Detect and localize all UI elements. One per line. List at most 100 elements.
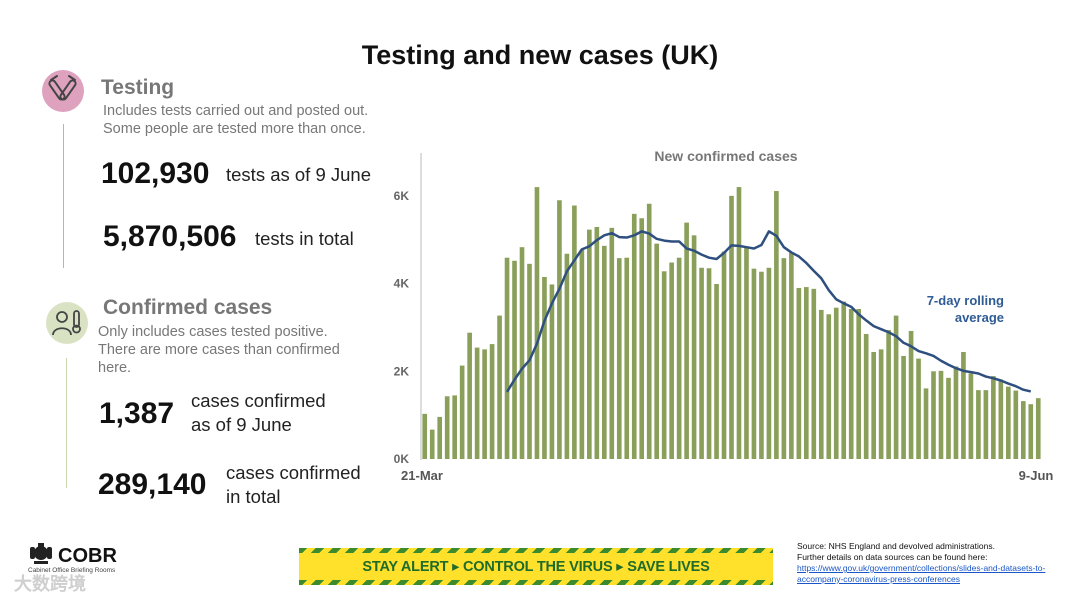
bar	[774, 191, 779, 459]
banner-stripe-bottom	[299, 580, 773, 585]
bar	[863, 334, 869, 459]
cases-total-label-line-2: in total	[226, 486, 281, 507]
bar	[706, 268, 712, 459]
bar	[931, 371, 936, 459]
bar	[459, 365, 465, 459]
bar	[886, 330, 891, 459]
cases-total-label-line-1: cases confirmed	[226, 462, 361, 483]
bar	[968, 373, 974, 459]
bar	[564, 253, 570, 459]
bar	[699, 267, 704, 459]
bar	[759, 271, 764, 459]
cases-daily-label: cases confirmed as of 9 June	[191, 389, 326, 437]
bar	[661, 271, 667, 459]
cases-description: Only includes cases tested positive. The…	[98, 323, 398, 377]
x-start-label: 21-Mar	[401, 468, 443, 483]
bar	[736, 187, 742, 459]
bar	[983, 390, 989, 459]
banner-stay-alert: STAY ALERT	[362, 558, 449, 575]
y-tick-label: 4K	[394, 277, 410, 291]
bar	[744, 247, 749, 459]
bar	[908, 330, 914, 459]
bar	[594, 227, 600, 459]
cases-desc-line-3: here.	[98, 360, 132, 376]
bar	[796, 287, 802, 459]
bar	[976, 390, 981, 459]
banner-control-virus: CONTROL THE VIRUS	[463, 558, 613, 575]
bar	[811, 288, 817, 459]
bar	[429, 429, 435, 459]
bar	[601, 245, 607, 459]
cases-divider	[66, 358, 67, 488]
source-link[interactable]: https://www.gov.uk/government/collection…	[797, 563, 1046, 584]
bar	[497, 315, 502, 459]
tests-total-label: tests in total	[255, 228, 354, 249]
bar	[549, 284, 555, 459]
bar	[938, 370, 944, 459]
testing-desc-line-2: Some people are tested more than once.	[103, 121, 366, 137]
cases-daily-value: 1,387	[99, 397, 175, 430]
testing-divider	[63, 124, 64, 268]
watermark: 大数跨境	[14, 574, 86, 594]
bar	[833, 307, 839, 459]
rolling-average-line	[505, 230, 1032, 393]
bar	[512, 260, 517, 459]
bar	[923, 388, 929, 459]
cases-daily-label-line-1: cases confirmed	[191, 390, 326, 411]
bar	[1028, 404, 1034, 459]
cobr-subtitle: Cabinet Office Briefing Rooms	[28, 567, 116, 574]
bar	[766, 267, 772, 459]
bar	[789, 252, 794, 459]
bar	[504, 257, 510, 459]
tests-daily-value: 102,930	[101, 157, 210, 190]
banner-text: STAY ALERT ▸ CONTROL THE VIRUS ▸ SAVE LI…	[362, 559, 709, 575]
page-title: Testing and new cases (UK)	[361, 40, 719, 70]
chart-title: New confirmed cases	[654, 148, 797, 164]
testing-heading: Testing	[101, 76, 175, 99]
bar	[856, 309, 862, 459]
bar	[751, 268, 757, 459]
bar	[437, 416, 443, 459]
bar	[542, 276, 547, 459]
bar	[646, 203, 652, 459]
bar	[901, 355, 906, 459]
testing-desc-line-1: Includes tests carried out and posted ou…	[103, 103, 369, 119]
new-cases-chart: New confirmed cases 0K 2K 4K 6K 21-Mar 9-Ju…	[394, 148, 1054, 483]
test-tubes-icon	[42, 70, 84, 112]
bar	[684, 222, 689, 459]
bar	[878, 349, 884, 459]
bar	[691, 235, 697, 459]
bar	[676, 257, 682, 459]
source-line-2: Further details on data sources can be f…	[797, 552, 988, 562]
bar	[579, 249, 585, 459]
tests-daily-label: tests as of 9 June	[226, 164, 372, 185]
stay-alert-banner: STAY ALERT ▸ CONTROL THE VIRUS ▸ SAVE LI…	[299, 548, 773, 585]
bar	[729, 195, 734, 460]
bar	[609, 227, 615, 459]
cases-daily-label-line-2: as of 9 June	[191, 414, 292, 435]
cases-desc-line-1: Only includes cases tested positive.	[98, 324, 328, 340]
bar	[422, 413, 428, 459]
cases-desc-line-2: There are more cases than confirmed	[98, 342, 340, 358]
crest-icon	[26, 542, 56, 571]
bar	[669, 262, 674, 459]
bar	[1006, 386, 1011, 459]
bar	[557, 200, 562, 460]
y-tick-label: 0K	[394, 452, 410, 466]
bar	[631, 213, 637, 459]
bar	[534, 187, 540, 459]
bar	[444, 396, 450, 459]
source-note: Source: NHS England and devolved adminis…	[797, 541, 1077, 585]
bar	[519, 247, 525, 459]
bar	[654, 243, 659, 459]
source-line-1: Source: NHS England and devolved adminis…	[797, 541, 995, 551]
bar	[572, 205, 577, 459]
bar	[616, 258, 622, 459]
bar	[714, 284, 719, 459]
cases-heading: Confirmed cases	[103, 296, 273, 319]
banner-save-lives: SAVE LIVES	[627, 558, 710, 575]
bar	[946, 377, 951, 459]
bar	[871, 351, 876, 459]
bar	[474, 347, 480, 459]
banner-chevron-icon: ▸	[452, 558, 460, 575]
